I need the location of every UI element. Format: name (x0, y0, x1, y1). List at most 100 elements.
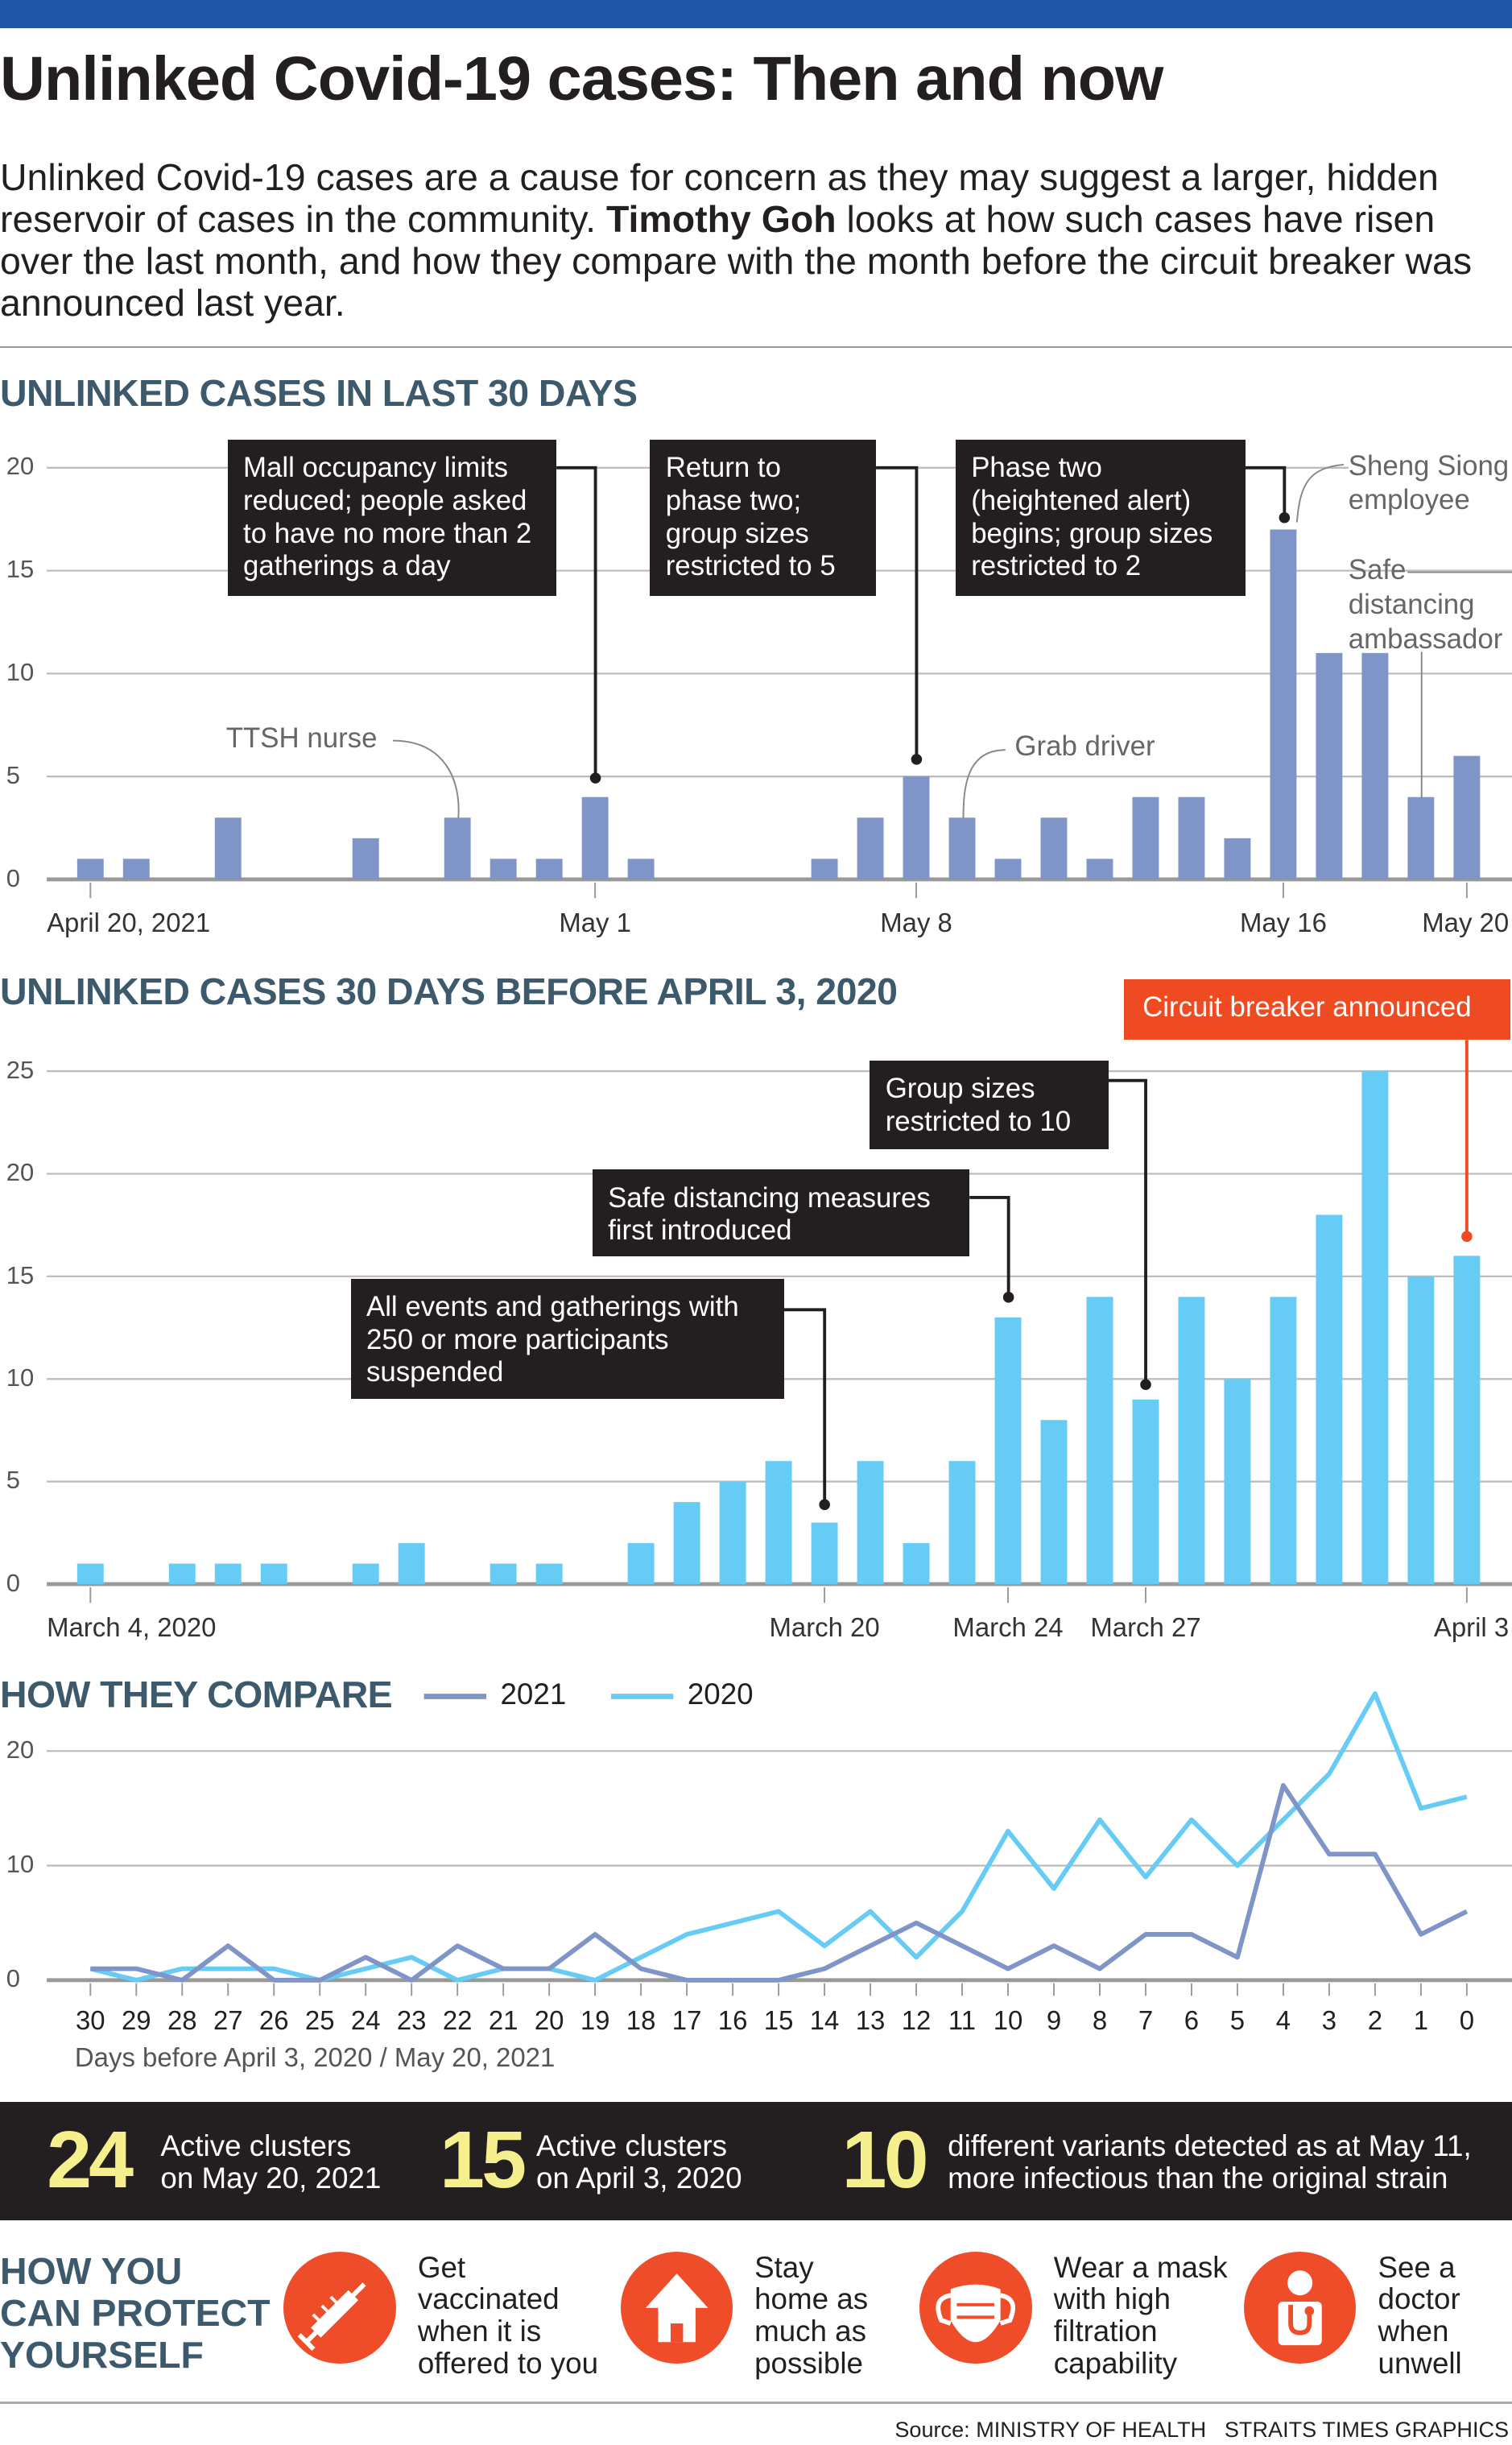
author-name: Timothy Goh (605, 197, 837, 240)
bar (1086, 858, 1113, 879)
x-tick-label: 11 (948, 2004, 977, 2035)
tip-line: offered to you (417, 2346, 599, 2380)
stat-line: different variants detected as at May 11… (948, 2129, 1472, 2162)
bar (857, 1461, 884, 1585)
x-tick-label: March 24 (952, 1611, 1064, 1642)
bar (535, 858, 563, 879)
bar (1407, 1276, 1435, 1585)
bar (352, 838, 379, 879)
series-line-2020 (89, 1691, 1468, 1983)
legend-label-2021: 2021 (500, 1678, 567, 1711)
stat-line: on April 3, 2020 (536, 2162, 742, 2195)
syringe-icon (283, 2251, 396, 2364)
x-tick-label: 23 (396, 2004, 427, 2035)
annotation-may1: Mall occupancy limits reduced; people as… (227, 439, 557, 596)
bar (1132, 1399, 1159, 1585)
bar (1224, 1379, 1251, 1585)
divider (0, 345, 1512, 348)
x-tick-label: April 20, 2021 (47, 907, 211, 937)
heading-line: YOURSELF (0, 2334, 204, 2377)
bar (76, 858, 104, 879)
bar (673, 1502, 700, 1585)
bar (1407, 796, 1435, 879)
stat-line: on May 20, 2021 (160, 2162, 382, 2195)
y-tick-label: 0 (6, 863, 20, 892)
bar (1178, 1297, 1205, 1585)
intro-paragraph: Unlinked Covid-19 cases are a cause for … (0, 156, 1497, 325)
stat-number: 10 (841, 2115, 928, 2206)
x-tick-label: 24 (350, 2004, 381, 2035)
leader-mar24 (969, 1195, 1010, 1297)
stat-number: 24 (47, 2115, 134, 2206)
bar (719, 1481, 746, 1585)
graphics-credit: STRAITS TIMES GRAPHICS (1224, 2416, 1510, 2442)
x-tick-label: 3 (1321, 2004, 1337, 2035)
chart3-xlabel: Days before April 3, 2020 / May 20, 2021 (74, 2042, 556, 2073)
bar (1453, 1256, 1481, 1585)
bar (627, 1543, 655, 1585)
x-tick-label: 20 (534, 2004, 564, 2035)
bar (948, 1461, 976, 1585)
x-tick-label: 2 (1367, 2004, 1383, 2035)
source-credit: Source: MINISTRY OF HEALTH STRAITS TIMES… (894, 2417, 1509, 2443)
bar (444, 817, 471, 879)
y-tick-label: 10 (6, 1363, 35, 1392)
marker-dot (819, 1499, 830, 1511)
leader-lines-2021 (556, 465, 1287, 779)
bar (168, 1563, 196, 1585)
x-tick-label: 26 (258, 2004, 289, 2035)
bar (490, 1563, 517, 1585)
stat-number: 15 (439, 2115, 527, 2206)
page-title: Unlinked Covid-19 cases: Then and now (0, 44, 1163, 114)
x-tick-label: 8 (1092, 2004, 1108, 2035)
tip-line: Wear a mask (1053, 2250, 1228, 2284)
bar (352, 1563, 379, 1585)
leader-may16 (1245, 465, 1287, 518)
leader-grab (962, 749, 1006, 819)
chart-compare (47, 1691, 1512, 1996)
tip-line: See a (1378, 2250, 1456, 2284)
bar (903, 1543, 930, 1585)
tip-line: home as (754, 2282, 869, 2316)
leader-mar27 (1108, 1078, 1147, 1385)
bar (1270, 529, 1297, 879)
x-tick-label: 29 (121, 2004, 151, 2035)
x-tick-label: 15 (763, 2004, 794, 2035)
annotation-circuit-breaker: Circuit breaker announced (1123, 978, 1511, 1040)
bar (1361, 652, 1389, 879)
label-grab-driver: Grab driver (1014, 730, 1155, 764)
leader-ttsh (392, 739, 460, 819)
annotation-may16: Phase two (heightened alert) begins; gro… (955, 439, 1246, 596)
heading-line: HOW YOU (0, 2249, 183, 2292)
protect-tip-mask: Wear a mask with high filtration capability (1053, 2250, 1228, 2380)
bar (857, 817, 884, 879)
series-line-2021 (90, 1783, 1469, 1983)
x-tick-label: 6 (1184, 2004, 1200, 2035)
marker-dot (589, 772, 601, 784)
chart-2020 (47, 1069, 1512, 1603)
leader-may1 (556, 465, 597, 779)
bar (1086, 1297, 1113, 1585)
leader-lines-2020 (783, 1078, 1147, 1505)
bar (1178, 796, 1205, 879)
tip-line: when it is (417, 2315, 542, 2348)
annotation-may8: Return to phase two; group sizes restric… (650, 439, 877, 596)
tip-line: Stay (754, 2250, 814, 2284)
x-tick-label: April 3 (1433, 1611, 1510, 1642)
tip-line: unwell (1378, 2346, 1462, 2380)
bar (122, 858, 150, 879)
x-tick-label: 14 (809, 2004, 840, 2035)
doctor-icon (1244, 2251, 1357, 2364)
tip-line: capability (1053, 2346, 1178, 2380)
bar (260, 1563, 287, 1585)
y-tick-label: 5 (6, 1466, 20, 1495)
marker-dot-circuit-breaker (1461, 1231, 1473, 1243)
stat-line: Active clusters (160, 2129, 352, 2162)
tip-line: possible (754, 2346, 863, 2380)
annotation-mar27: Group sizes restricted to 10 (870, 1060, 1109, 1149)
x-tick-label: 9 (1046, 2004, 1062, 2035)
tip-line: Get (417, 2250, 466, 2284)
x-tick-label: March 4, 2020 (47, 1611, 217, 1642)
bar (627, 858, 655, 879)
